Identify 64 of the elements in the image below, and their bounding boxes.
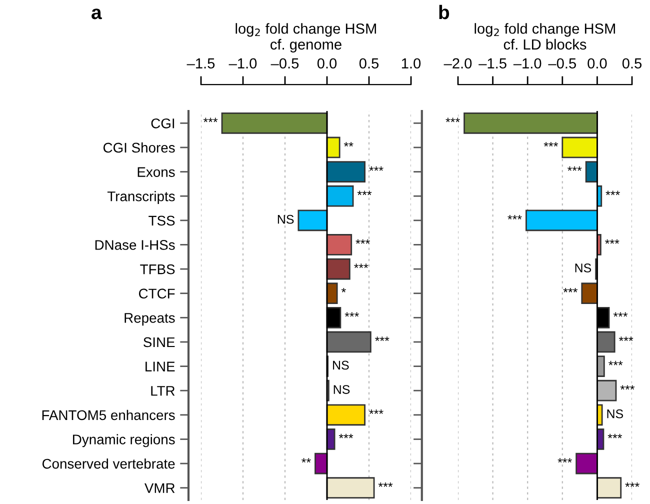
data-label: ** [344,142,354,146]
data-label: NS [278,214,294,224]
data-label: *** [338,434,354,438]
data-label: *** [544,142,558,146]
y-tick-label: Repeats [124,313,175,326]
y-tick-label: FANTOM5 enhancers [42,410,175,420]
data-label: *** [356,239,370,244]
data-label: NS [334,385,350,394]
data-label: *** [344,312,360,317]
data-label: *** [568,166,582,171]
y-tick-label: DNase I-HSs [95,240,175,250]
x-tick-label: –0.5 [548,58,576,69]
data-label: *** [446,118,460,122]
y-tick-label: VMR [144,483,175,493]
data-label: *** [378,482,393,487]
y-tick-label: Conserved vertebrate [42,458,175,469]
data-label: NS [607,409,624,418]
data-label: *** [606,190,620,196]
y-tick-label: Transcripts [107,191,175,204]
x-tick-label: 1.0 [402,58,421,69]
data-label: NS [575,264,592,272]
data-label: *** [369,410,384,414]
x-tick-label: –1.0 [513,58,542,69]
data-label: * [341,288,346,292]
x-tick-label: –1.5 [478,58,506,69]
y-tick-label: TFBS [140,264,175,274]
data-label: ** [302,458,311,463]
y-tick-label: Exons [138,167,175,177]
x-tick-label: 0.0 [317,58,337,69]
y-tick-label: Dynamic regions [73,434,175,448]
y-tick-label: CTCF [138,288,175,299]
data-label: *** [608,360,623,366]
x-tick-label: 0.5 [622,58,642,69]
data-label: *** [558,458,572,463]
data-label: NS [333,360,349,370]
data-label: *** [613,312,628,317]
y-tick-label: CGI [151,118,174,128]
data-label: *** [203,118,218,122]
x-tick-label: –1.0 [228,58,257,69]
data-label: *** [354,264,368,268]
y-tick-label: TSS [148,216,175,226]
data-label: *** [369,166,384,171]
data-label: *** [608,434,622,438]
data-label: *** [508,215,522,220]
x-axis-title: log$_{2}$ fold change HSM cf. genome [236,23,376,53]
data-label: *** [357,190,372,196]
y-tick-label: SINE [144,337,175,348]
y-tick-label: LINE [146,362,175,372]
chart-title: b [439,4,450,20]
x-tick-label: –0.5 [270,58,299,69]
x-tick-label: –1.5 [186,58,215,69]
data-label: *** [605,239,620,244]
x-tick-label: 0.0 [588,58,607,69]
y-tick-label: LTR [151,386,175,396]
data-label: *** [375,336,390,341]
x-tick-label: –2.0 [444,58,472,69]
data-label: *** [620,385,635,390]
data-label: *** [625,482,640,487]
y-tick-label: CGI Shores [103,142,175,153]
x-tick-label: 0.5 [359,58,379,69]
chart-title: a [92,8,102,20]
data-label: *** [618,336,634,341]
data-label: *** [563,288,578,292]
x-axis-title: log$_{2}$ fold change HSM cf. LD blocks [474,23,615,50]
